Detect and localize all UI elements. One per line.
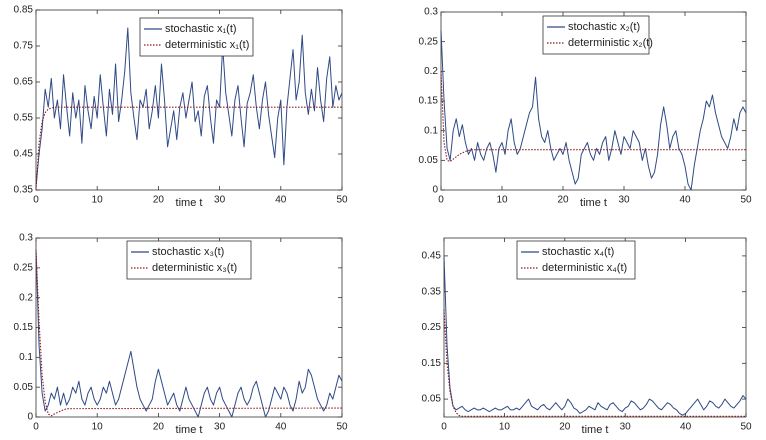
- x-tick-label: 20: [153, 422, 165, 433]
- y-tick-label: 0.55: [14, 113, 34, 124]
- legend-box: [139, 17, 254, 57]
- legend-label: stochastic x₃(t): [152, 246, 224, 258]
- y-tick-label: 0: [432, 185, 438, 196]
- x-tick-label: 10: [92, 195, 104, 206]
- y-tick-label: 0.35: [14, 185, 34, 196]
- x-tick-label: 0: [438, 195, 444, 206]
- legend-label: deterministic x₃(t): [152, 262, 237, 274]
- x-tick-label: 10: [92, 422, 104, 433]
- y-tick-label: 0.15: [14, 322, 34, 333]
- y-tick-label: 0.15: [419, 96, 439, 107]
- series-line: [35, 249, 343, 418]
- y-tick-label: 0: [27, 412, 33, 423]
- x-tick-label: 30: [214, 422, 226, 433]
- series-line: [443, 309, 746, 417]
- x-axis-label: time t: [176, 197, 203, 209]
- x-tick-label: 30: [618, 195, 630, 206]
- legend: stochastic x₂(t) deterministic x₂(t): [542, 15, 653, 55]
- legend-label: stochastic x₁(t): [165, 23, 237, 35]
- subplot: 0 10 20 30 40 50 0 0.05 0.1 0.15 0.2 0.25 0.3 time t s…: [14, 233, 348, 436]
- legend-box: [516, 240, 636, 280]
- x-axis-label: time t: [580, 197, 607, 209]
- x-tick-label: 10: [496, 195, 508, 206]
- y-tick-label: 0.85: [14, 5, 34, 16]
- x-tick-label: 40: [680, 422, 692, 433]
- plot-frame: [35, 9, 343, 191]
- subplot: 0 10 20 30 40 50 0.35 0.45 0.55 0.65 0.75 0.85 time …: [14, 5, 348, 209]
- subplot: 0 10 20 30 40 50 0 0.05 0.1 0.15 0.2 0.25 0.3 time t s…: [419, 7, 752, 209]
- y-tick-label: 0.75: [14, 41, 34, 52]
- y-tick-label: 0.3: [424, 7, 438, 18]
- y-tick-label: 0.3: [19, 233, 33, 244]
- x-tick-label: 20: [153, 195, 165, 206]
- y-tick-label: 0.25: [14, 262, 34, 273]
- legend: stochastic x₃(t) deterministic x₃(t): [126, 240, 252, 280]
- y-tick-label: 0.25: [419, 36, 439, 47]
- legend-box: [126, 240, 252, 280]
- x-tick-label: 50: [336, 422, 348, 433]
- x-tick-label: 30: [214, 195, 226, 206]
- x-tick-label: 40: [679, 195, 691, 206]
- x-tick-label: 20: [559, 422, 571, 433]
- y-tick-label: 0.1: [424, 125, 438, 136]
- y-tick-label: 0.45: [14, 149, 34, 160]
- x-tick-label: 30: [620, 422, 632, 433]
- y-tick-label: 0.25: [422, 322, 442, 333]
- y-tick-label: 0.2: [424, 66, 438, 77]
- series-line: [440, 29, 747, 191]
- x-tick-label: 10: [499, 422, 511, 433]
- y-tick-label: 0.05: [422, 394, 442, 405]
- series-line: [440, 71, 746, 163]
- y-tick-label: 0.65: [14, 77, 34, 88]
- y-tick-label: 0.15: [422, 358, 442, 369]
- legend-label: deterministic x₁(t): [165, 39, 249, 51]
- legend-label: deterministic x₄(t): [542, 262, 627, 274]
- subplot: 0 10 20 30 40 50 0.05 0.15 0.25 0.35 0.45 time t sto…: [422, 237, 752, 436]
- legend-label: deterministic x₂(t): [568, 37, 653, 49]
- series-line: [443, 255, 747, 416]
- legend: stochastic x₄(t) deterministic x₄(t): [516, 240, 636, 280]
- x-tick-label: 40: [275, 422, 287, 433]
- x-axis-label: time t: [176, 424, 203, 436]
- legend-box: [542, 15, 650, 55]
- x-tick-label: 50: [740, 422, 752, 433]
- series-line: [35, 106, 342, 191]
- legend-label: stochastic x₂(t): [568, 21, 640, 33]
- y-tick-label: 0.05: [14, 382, 34, 393]
- x-tick-label: 50: [336, 195, 348, 206]
- x-tick-label: 0: [33, 422, 39, 433]
- x-tick-label: 20: [557, 195, 569, 206]
- y-tick-label: 0.2: [19, 292, 33, 303]
- x-tick-label: 40: [275, 195, 287, 206]
- y-tick-label: 0.35: [422, 286, 442, 297]
- y-tick-label: 0.45: [422, 251, 442, 262]
- legend: stochastic x₁(t) deterministic x₁(t): [139, 17, 254, 57]
- x-tick-label: 0: [441, 422, 447, 433]
- y-tick-label: 0.1: [19, 352, 33, 363]
- series-line: [35, 27, 343, 187]
- legend-label: stochastic x₄(t): [542, 246, 614, 258]
- y-tick-label: 0.05: [419, 155, 439, 166]
- x-axis-label: time t: [582, 424, 609, 436]
- x-tick-label: 50: [740, 195, 752, 206]
- x-tick-label: 0: [33, 195, 39, 206]
